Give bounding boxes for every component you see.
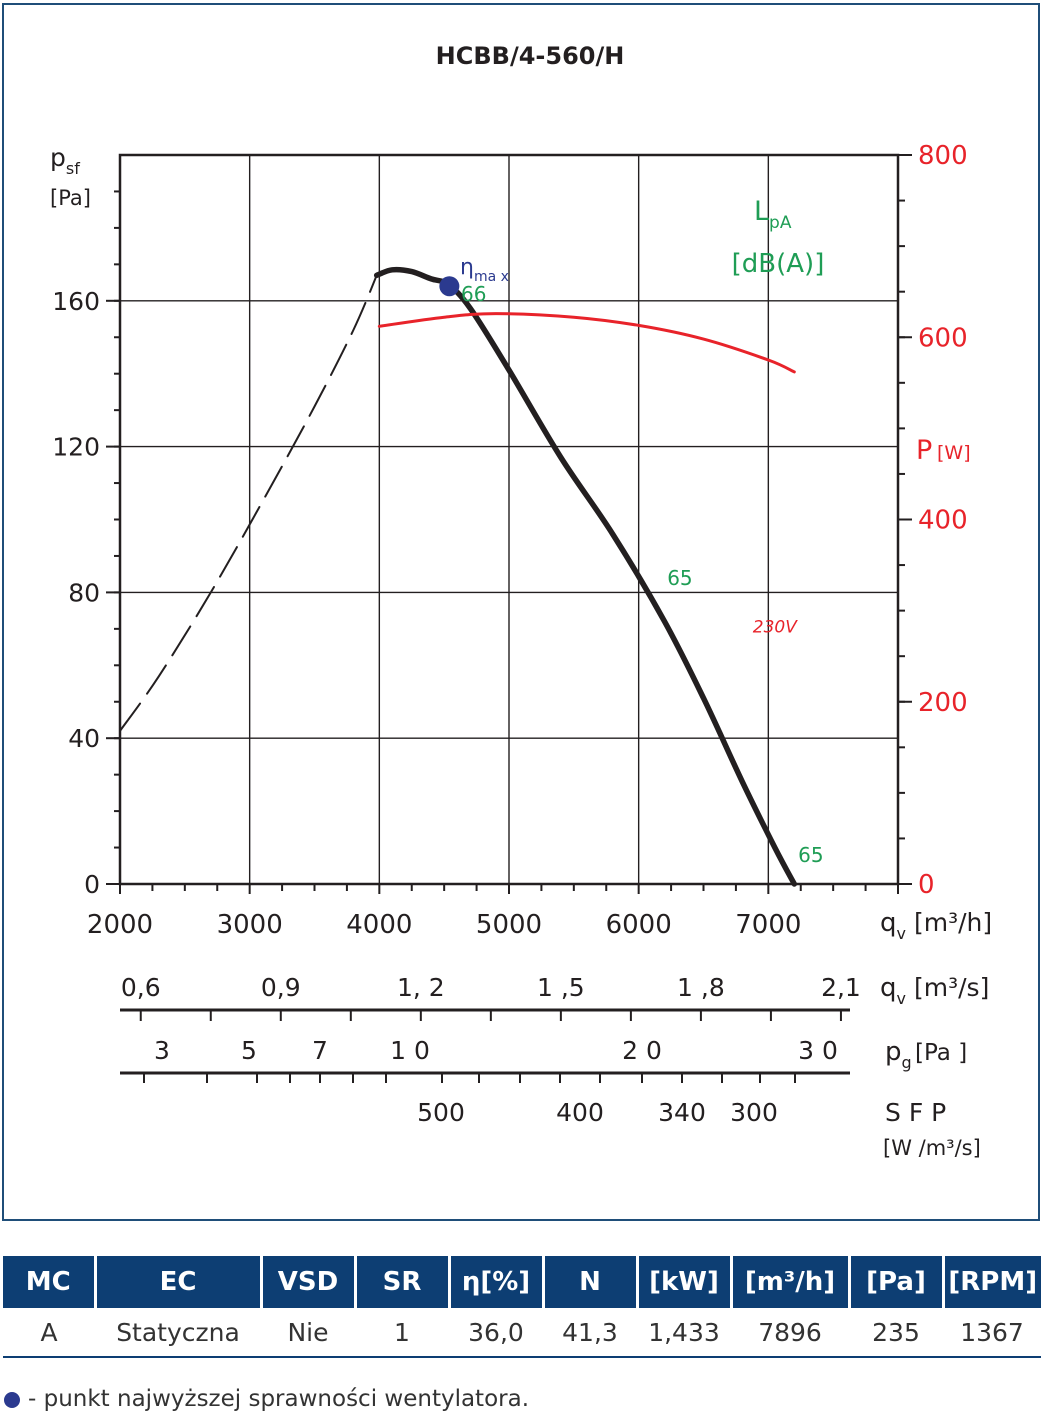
x2-tick-label: 0,6 — [121, 973, 161, 1002]
x4-tick-label: 340 — [658, 1098, 706, 1127]
x3-tick-label: 2 0 — [622, 1036, 662, 1065]
y-axis-label: psf — [50, 143, 80, 178]
y2-tick-label: 0 — [918, 870, 935, 900]
eta-max-label: ηma x — [460, 255, 509, 285]
y2-tick-label: 200 — [918, 688, 968, 718]
cell-rpm: 1367 — [943, 1308, 1041, 1358]
x-tick-label: 5000 — [476, 910, 542, 940]
x4-axis-label: S F P — [885, 1098, 946, 1127]
cell-vsd: Nie — [261, 1308, 355, 1358]
cell-n: 41,3 — [543, 1308, 637, 1358]
table-header-row: MC EC VSD SR η[%] N [kW] [m³/h] [Pa] [RP… — [3, 1256, 1041, 1308]
header-sr: SR — [355, 1256, 451, 1308]
data-label: 66 — [461, 282, 486, 306]
y-tick-label: 120 — [52, 433, 100, 462]
footnote-text: - punkt najwyższej sprawności wentylator… — [28, 1386, 530, 1412]
x-axis-label: qv — [880, 908, 906, 943]
header-power: [kW] — [637, 1256, 733, 1308]
x4-tick-label: 500 — [417, 1098, 465, 1127]
cell-power: 1,433 — [637, 1308, 731, 1358]
y-axis-unit: [Pa] — [50, 186, 91, 210]
sound-level-label: LpA — [754, 196, 792, 233]
y2-tick-label: 600 — [918, 323, 968, 353]
cell-efficiency: 36,0 — [449, 1308, 543, 1358]
cell-pressure: 235 — [849, 1308, 943, 1358]
data-label: 65 — [798, 843, 823, 867]
table-row: A Statyczna Nie 1 36,0 41,3 1,433 7896 2… — [3, 1308, 1041, 1358]
x3-tick-label: 1 0 — [390, 1036, 430, 1065]
header-n: N — [543, 1256, 639, 1308]
header-efficiency: η[%] — [449, 1256, 545, 1308]
cell-sr: 1 — [355, 1308, 449, 1358]
x3-tick-label: 5 — [241, 1036, 257, 1065]
y2-tick-label: 800 — [918, 141, 968, 171]
x2-tick-label: 1 ,5 — [537, 973, 585, 1002]
series-line-p_sf_unstable — [119, 274, 378, 732]
x3-axis-unit: [Pa ] — [915, 1040, 967, 1066]
chart-frame — [2, 3, 1040, 1221]
x2-tick-label: 2,1 — [821, 973, 861, 1002]
x-tick-label: 6000 — [606, 910, 672, 940]
x2-tick-label: 0,9 — [261, 973, 301, 1002]
y2-tick-label: 400 — [918, 506, 968, 536]
x-tick-label: 7000 — [735, 910, 801, 940]
y2-axis-label: P — [916, 435, 932, 466]
x4-axis-unit: [W /m³/s] — [883, 1136, 981, 1160]
header-flow: [m³/h] — [731, 1256, 851, 1308]
x4-tick-label: 400 — [556, 1098, 604, 1127]
y-tick-label: 80 — [68, 578, 100, 607]
x3-axis-label: pg — [885, 1037, 912, 1072]
x-tick-label: 2000 — [87, 910, 153, 940]
x2-tick-label: 1 ,8 — [677, 973, 725, 1002]
header-rpm: [RPM] — [943, 1256, 1041, 1308]
data-label: 230V — [753, 617, 798, 637]
x3-tick-label: 7 — [312, 1036, 328, 1065]
sound-level-unit: [dB(A)] — [732, 249, 825, 279]
x2-tick-label: 1, 2 — [397, 973, 445, 1002]
footnote: - punkt najwyższej sprawności wentylator… — [4, 1386, 529, 1412]
x4-tick-label: 300 — [730, 1098, 778, 1127]
header-mc: MC — [3, 1256, 97, 1308]
cell-mc: A — [3, 1308, 95, 1358]
x2-axis-label: qv — [880, 973, 906, 1008]
chart-title: HCBB/4-560/H — [436, 42, 625, 70]
y-tick-label: 40 — [68, 724, 100, 753]
y-tick-label: 0 — [84, 870, 100, 899]
x-tick-label: 3000 — [217, 910, 283, 940]
x3-tick-label: 3 0 — [798, 1036, 838, 1065]
x3-tick-label: 3 — [154, 1036, 170, 1065]
eta-max-point — [439, 276, 460, 297]
series-line-p_sf — [373, 266, 798, 887]
series-line-230V — [377, 312, 796, 374]
cell-flow: 7896 — [731, 1308, 849, 1358]
x2-axis-unit: [m³/s] — [914, 973, 989, 1002]
y-tick-label: 160 — [52, 287, 100, 316]
data-label: 65 — [667, 566, 692, 590]
fan-performance-chart: HCBB/4-560/H 0 40 80 120 160 psf [Pa] 0 200 400 600… — [50, 42, 992, 1160]
x-tick-label: 4000 — [346, 910, 412, 940]
header-ec: EC — [95, 1256, 263, 1308]
spec-table: MC EC VSD SR η[%] N [kW] [m³/h] [Pa] [RP… — [3, 1256, 1041, 1358]
eta-max-marker-icon — [4, 1391, 20, 1408]
cell-ec: Statyczna — [95, 1308, 261, 1358]
x-axis-unit: [m³/h] — [914, 908, 992, 937]
y2-axis-unit: [W] — [937, 442, 971, 464]
header-pressure: [Pa] — [849, 1256, 945, 1308]
header-vsd: VSD — [261, 1256, 357, 1308]
